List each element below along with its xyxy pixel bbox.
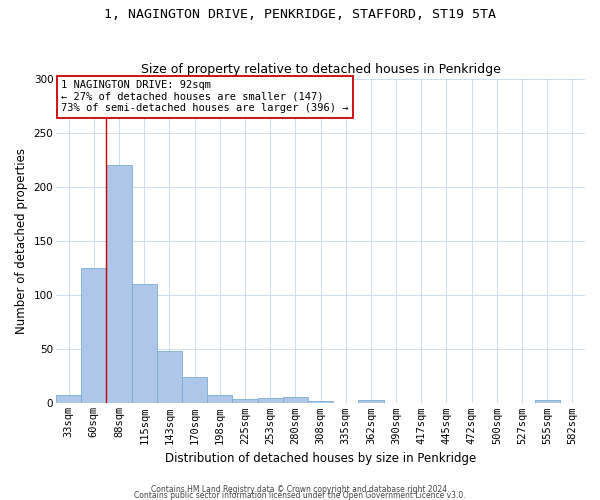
Bar	[207, 394, 232, 404]
Bar	[131, 284, 157, 404]
Bar	[182, 378, 207, 404]
Text: 1, NAGINGTON DRIVE, PENKRIDGE, STAFFORD, ST19 5TA: 1, NAGINGTON DRIVE, PENKRIDGE, STAFFORD,…	[104, 8, 496, 20]
Y-axis label: Number of detached properties: Number of detached properties	[15, 148, 28, 334]
Text: 1 NAGINGTON DRIVE: 92sqm
← 27% of detached houses are smaller (147)
73% of semi-: 1 NAGINGTON DRIVE: 92sqm ← 27% of detach…	[61, 80, 349, 114]
Bar	[257, 398, 283, 404]
Text: Contains public sector information licensed under the Open Government Licence v3: Contains public sector information licen…	[134, 490, 466, 500]
Bar	[308, 401, 333, 404]
X-axis label: Distribution of detached houses by size in Penkridge: Distribution of detached houses by size …	[165, 452, 476, 465]
Bar	[157, 352, 182, 404]
Bar	[358, 400, 383, 404]
Bar	[56, 394, 81, 404]
Bar	[283, 397, 308, 404]
Bar	[81, 268, 106, 404]
Bar	[106, 165, 131, 404]
Title: Size of property relative to detached houses in Penkridge: Size of property relative to detached ho…	[140, 63, 500, 76]
Bar	[232, 399, 257, 404]
Bar	[535, 400, 560, 404]
Text: Contains HM Land Registry data © Crown copyright and database right 2024.: Contains HM Land Registry data © Crown c…	[151, 485, 449, 494]
